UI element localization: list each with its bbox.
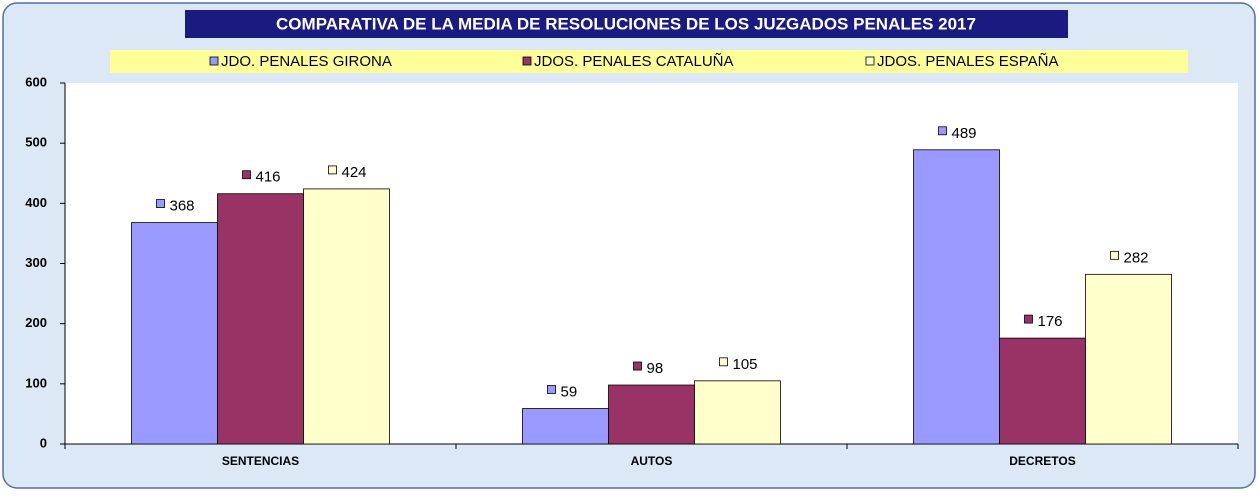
value-label: 59 <box>561 383 578 400</box>
bar <box>999 337 1086 445</box>
x-tick-label: SENTENCIAS <box>222 454 299 468</box>
bar <box>913 149 1000 445</box>
value-label: 489 <box>952 125 977 142</box>
value-label: 424 <box>342 164 367 181</box>
bar <box>1085 273 1172 445</box>
legend-swatch <box>209 56 219 66</box>
value-label: 282 <box>1124 249 1149 266</box>
y-tick-label: 100 <box>25 375 47 390</box>
value-label-swatch <box>1024 314 1033 324</box>
value-label: 176 <box>1038 313 1063 330</box>
bar <box>522 408 609 445</box>
x-tick-label: AUTOS <box>631 454 673 468</box>
chart-title: COMPARATIVA DE LA MEDIA DE RESOLUCIONES … <box>276 14 976 33</box>
legend-swatch <box>522 56 532 66</box>
value-label: 368 <box>170 198 195 215</box>
legend-label: JDOS. PENALES ESPAÑA <box>877 53 1058 70</box>
value-label-swatch <box>328 165 337 175</box>
bar <box>217 193 304 445</box>
value-label: 416 <box>256 169 281 186</box>
legend-swatch <box>865 56 875 66</box>
bar <box>694 380 781 445</box>
title-box <box>185 10 1068 38</box>
bar <box>131 222 218 445</box>
y-tick-label: 400 <box>25 195 47 210</box>
y-tick-label: 0 <box>40 435 47 450</box>
legend-label: JDOS. PENALES CATALUÑA <box>534 53 734 70</box>
x-tick-label: DECRETOS <box>1009 454 1075 468</box>
value-label-swatch <box>156 199 165 208</box>
value-label-swatch <box>1110 250 1119 260</box>
y-tick-label: 600 <box>25 74 47 89</box>
legend <box>110 50 1188 73</box>
y-tick-label: 500 <box>25 135 47 150</box>
legend-label: JDO. PENALES GIRONA <box>221 53 392 70</box>
value-label: 98 <box>647 360 664 377</box>
value-label-swatch <box>633 361 642 371</box>
value-label-swatch <box>938 126 947 136</box>
y-tick-label: 200 <box>25 315 47 330</box>
bar <box>608 384 695 445</box>
value-label-swatch <box>547 385 556 394</box>
value-label-swatch <box>242 170 251 180</box>
value-label-swatch <box>719 357 728 367</box>
bar <box>303 188 390 445</box>
y-tick-label: 300 <box>25 255 47 270</box>
value-label: 105 <box>733 356 758 373</box>
